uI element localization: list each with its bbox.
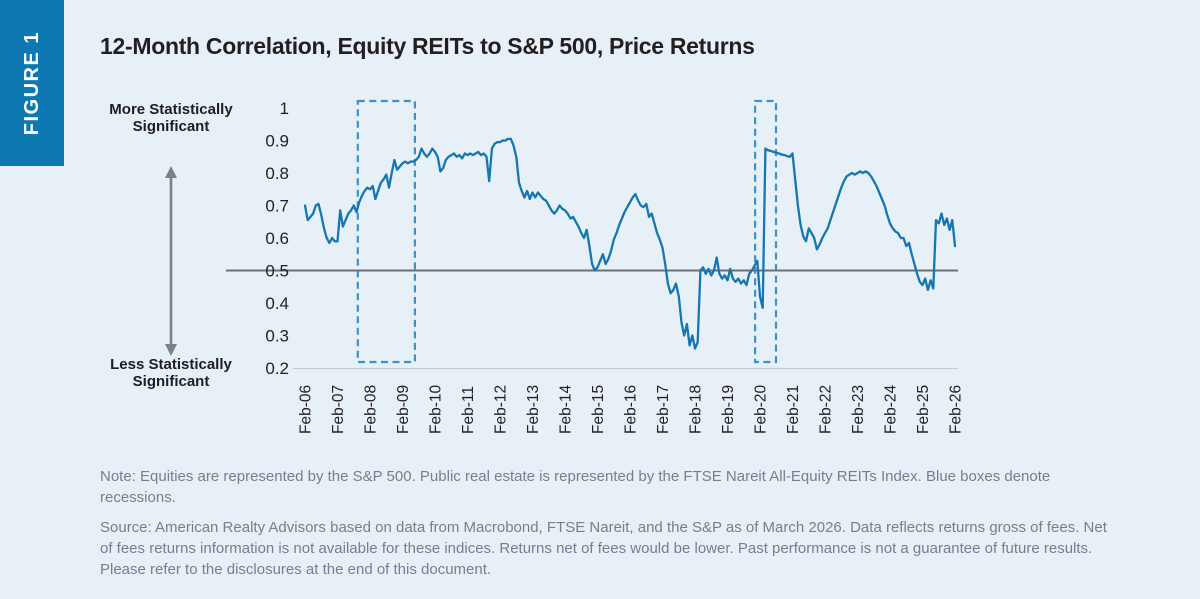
y-axis-annotation-more-significant: More Statistically Significant	[109, 101, 233, 136]
y-tick-label: 0.7	[265, 197, 289, 216]
x-tick-label: Feb-18	[688, 385, 705, 434]
y-tick-label: 0.6	[265, 229, 289, 248]
correlation-line	[303, 137, 957, 350]
x-tick-label: Feb-20	[753, 385, 770, 434]
x-tick-label: Feb-08	[363, 385, 380, 434]
y-tick-label: 0.8	[265, 164, 289, 183]
x-tick-label: Feb-19	[720, 385, 737, 434]
x-tick-label: Feb-10	[428, 385, 445, 434]
x-tick-label: Feb-17	[655, 385, 672, 434]
note-text: Note: Equities are represented by the S&…	[100, 468, 1051, 506]
y-tick-label: 0.4	[265, 294, 289, 313]
figure-number-tab: FIGURE 1	[0, 0, 64, 166]
significance-arrow-up-head	[165, 166, 177, 178]
x-tick-label: Feb-16	[623, 385, 640, 434]
x-tick-label: Feb-06	[298, 385, 315, 434]
x-tick-label: Feb-24	[883, 385, 900, 434]
x-tick-label: Feb-25	[915, 385, 932, 434]
x-tick-label: Feb-21	[785, 385, 802, 434]
footnotes: Note: Equities are represented by the S&…	[100, 466, 1112, 580]
y-tick-label: 0.9	[265, 132, 289, 151]
x-tick-label: Feb-07	[330, 385, 347, 434]
x-tick-label: Feb-23	[850, 385, 867, 434]
x-tick-label: Feb-22	[818, 385, 835, 434]
x-tick-label: Feb-11	[460, 386, 477, 434]
chart-title: 12-Month Correlation, Equity REITs to S&…	[100, 33, 755, 59]
y-axis-annotation-less-significant: Less Statistically Significant	[110, 356, 232, 391]
y-tick-label: 0.3	[265, 327, 289, 346]
x-tick-label: Feb-13	[525, 385, 542, 434]
recession-box	[356, 99, 416, 364]
source-text: Source: American Realty Advisors based o…	[100, 519, 1107, 578]
x-tick-label: Feb-09	[395, 385, 412, 434]
x-tick-label: Feb-12	[493, 385, 510, 434]
y-tick-label: 0.2	[265, 359, 289, 378]
significance-arrow-down-head	[165, 344, 177, 356]
x-tick-label: Feb-14	[558, 385, 575, 434]
x-tick-label: Feb-26	[948, 385, 965, 434]
y-tick-label: 0.5	[265, 262, 289, 281]
y-tick-label: 1	[280, 99, 289, 118]
x-tick-label: Feb-15	[590, 385, 607, 434]
recession-box	[753, 99, 778, 364]
